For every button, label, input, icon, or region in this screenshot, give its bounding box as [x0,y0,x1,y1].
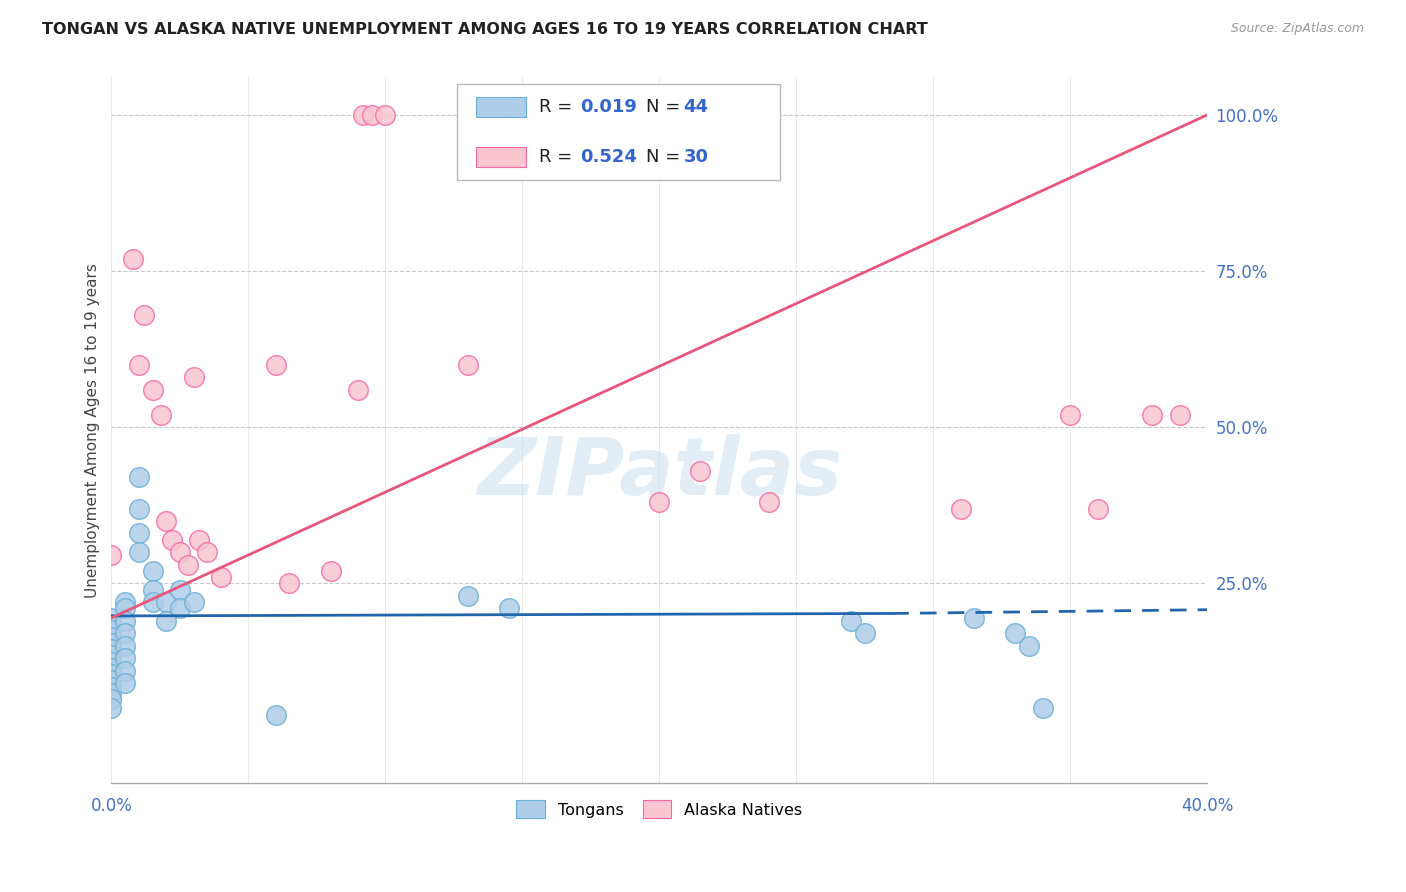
FancyBboxPatch shape [477,147,526,167]
Point [122,252,145,266]
Point [100,624,122,638]
Text: N =: N = [647,148,686,166]
Point [100,680,122,694]
Point [100,661,122,675]
Point [839,614,862,628]
Point [1087,501,1109,516]
Point [758,495,780,509]
Point [100,686,122,700]
Text: 0.019: 0.019 [581,98,637,116]
Point [188,533,211,547]
Point [141,582,163,597]
Point [149,408,172,422]
Point [141,383,163,397]
Y-axis label: Unemployment Among Ages 16 to 19 years: Unemployment Among Ages 16 to 19 years [86,263,100,598]
Point [134,308,156,322]
Point [1168,408,1191,422]
Point [278,576,301,591]
Point [155,514,177,528]
Point [319,564,342,578]
Point [374,108,396,122]
Point [155,614,177,628]
Point [347,383,370,397]
Point [1004,626,1026,640]
Point [648,495,671,509]
Point [155,595,177,609]
Point [498,601,520,615]
Point [177,558,200,572]
Point [1142,408,1164,422]
Point [100,636,122,650]
Legend: Tongans, Alaska Natives: Tongans, Alaska Natives [510,794,808,825]
Point [100,642,122,657]
Point [209,570,232,584]
Point [141,564,163,578]
Point [128,358,150,372]
Text: 44: 44 [683,98,709,116]
Text: R =: R = [538,148,578,166]
Point [264,358,287,372]
Point [195,545,218,559]
Point [853,626,876,640]
Point [457,589,479,603]
Point [128,501,150,516]
Point [183,370,205,384]
Point [689,464,711,478]
Point [352,108,374,122]
Point [100,701,122,715]
Point [169,545,191,559]
FancyBboxPatch shape [457,85,780,180]
Point [100,617,122,632]
Point [114,614,136,628]
Point [1059,408,1081,422]
Point [114,651,136,665]
Point [114,676,136,690]
Point [1032,701,1054,715]
Text: N =: N = [647,98,686,116]
Point [169,601,191,615]
Text: 0.524: 0.524 [581,148,637,166]
Point [100,655,122,669]
Point [169,582,191,597]
Point [100,673,122,688]
Point [100,648,122,663]
Point [100,611,122,625]
Point [114,601,136,615]
Point [183,595,205,609]
Point [264,707,287,722]
Point [949,501,972,516]
Text: Source: ZipAtlas.com: Source: ZipAtlas.com [1230,22,1364,36]
Point [360,108,382,122]
Point [100,692,122,706]
Point [100,630,122,644]
FancyBboxPatch shape [477,97,526,117]
Point [963,611,986,625]
Point [128,470,150,484]
Point [141,595,163,609]
Text: 30: 30 [683,148,709,166]
Point [114,595,136,609]
Point [457,358,479,372]
Point [100,549,122,563]
Point [160,533,183,547]
Text: ZIPatlas: ZIPatlas [477,434,842,512]
Point [114,664,136,678]
Text: TONGAN VS ALASKA NATIVE UNEMPLOYMENT AMONG AGES 16 TO 19 YEARS CORRELATION CHART: TONGAN VS ALASKA NATIVE UNEMPLOYMENT AMO… [42,22,928,37]
Text: R =: R = [538,98,578,116]
Point [128,545,150,559]
Point [114,626,136,640]
Point [128,526,150,541]
Point [114,639,136,653]
Point [100,667,122,681]
Point [1018,639,1040,653]
